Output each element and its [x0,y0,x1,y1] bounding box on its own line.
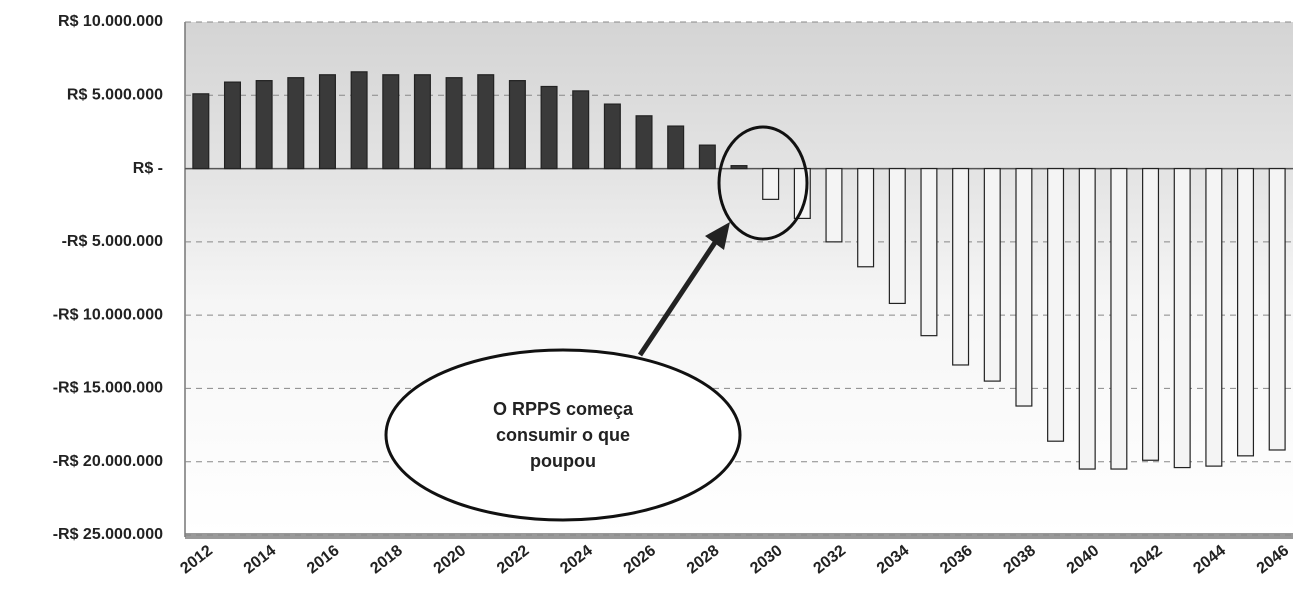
bar [1047,167,1065,442]
bar [603,103,621,170]
x-tick-label: 2046 [1254,542,1293,577]
y-tick-label: R$ - [133,160,163,177]
arrow-shaft [637,236,721,357]
bar [223,81,241,170]
x-tick-label: 2040 [1064,542,1103,577]
x-tick-label: 2030 [747,542,786,577]
annotation-line: poupou [530,451,596,471]
bar [445,77,463,170]
arrow-head [705,222,730,250]
bar [762,167,780,200]
x-tick-label: 2036 [937,542,976,577]
y-tick-label: -R$ 15.000.000 [53,380,163,397]
x-tick-label: 2044 [1190,542,1229,577]
y-tick-label: R$ 5.000.000 [67,87,163,104]
bar [540,85,558,170]
bar [825,167,843,243]
x-tick-label: 2014 [241,542,280,577]
bar [1078,167,1096,470]
x-tick-label: 2042 [1127,542,1166,577]
bar [952,167,970,366]
bar [413,74,431,170]
bar [857,167,875,268]
bar [635,115,653,170]
x-tick-label: 2016 [304,542,343,577]
bar [508,80,526,170]
x-tick-label: 2024 [557,542,596,577]
bar [1110,167,1128,470]
x-tick-label: 2038 [1000,542,1039,577]
bar [1173,167,1191,469]
bar [1236,167,1255,457]
bar [730,165,748,170]
bar [1142,167,1160,461]
y-tick-label: -R$ 5.000.000 [62,233,164,250]
y-tick-label: -R$ 10.000.000 [53,306,163,323]
bar [983,167,1001,382]
x-tick-label: 2032 [811,542,850,577]
bar [192,93,210,170]
annotation-line: consumir o que [496,425,630,445]
bar [1015,167,1033,407]
bar [920,167,938,337]
x-tick-label: 2022 [494,542,533,577]
x-tick-label: 2018 [367,542,406,577]
bar [1205,167,1223,467]
bar [318,74,336,170]
x-tick-label: 2026 [621,542,660,577]
y-tick-label: -R$ 20.000.000 [53,453,163,470]
x-tick-label: 2034 [874,542,913,577]
floor [185,533,1293,539]
callout [384,348,742,522]
highlight-circle [717,125,809,241]
bar [382,74,400,170]
y-tick-label: -R$ 25.000.000 [53,526,163,543]
annotation-line: O RPPS começa [493,399,634,419]
bar [350,71,368,170]
bar [287,77,305,170]
bar [572,90,590,170]
bar [1268,167,1286,451]
bar [667,125,685,170]
x-tick-label: 2028 [684,542,723,577]
bar [698,144,716,170]
y-tick-label: R$ 10.000.000 [58,13,163,30]
x-tick-label: 2020 [431,542,470,577]
bar [477,74,495,170]
bar [888,167,906,305]
bar [255,80,273,170]
x-tick-label: 2012 [177,542,216,577]
